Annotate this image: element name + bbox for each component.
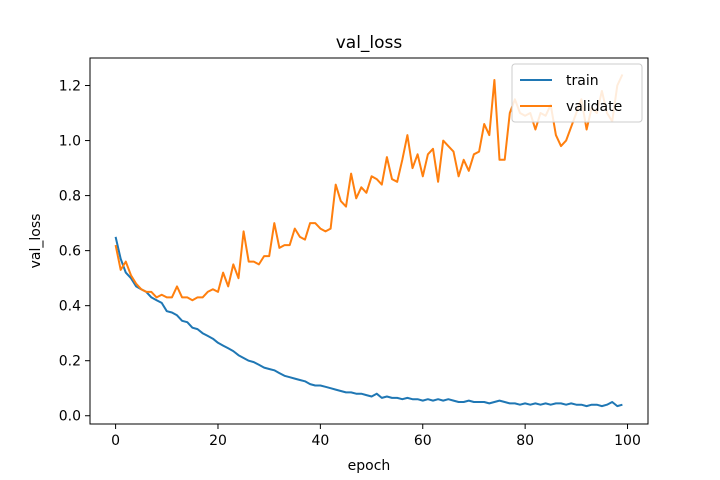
x-tick-label: 20 bbox=[209, 433, 227, 449]
series-line-train bbox=[114, 236, 623, 408]
x-tick-label: 80 bbox=[516, 433, 534, 449]
y-axis: 0.0 0.2 0.4 0.6 0.8 1.0 1.2 bbox=[59, 79, 90, 425]
legend: train validate bbox=[511, 63, 643, 123]
y-tick-label: 0.6 bbox=[59, 244, 81, 260]
y-tick-label: 0.8 bbox=[59, 189, 81, 205]
x-axis: 0 20 40 60 80 100 bbox=[111, 424, 641, 449]
y-tick-label: 0.2 bbox=[59, 354, 81, 370]
chart-title: val_loss bbox=[336, 33, 403, 53]
legend-box bbox=[511, 63, 643, 123]
legend-label-validate: validate bbox=[566, 99, 622, 115]
y-tick-label: 0.4 bbox=[59, 299, 81, 315]
y-tick-label: 1.2 bbox=[59, 79, 81, 95]
x-tick-label: 40 bbox=[311, 433, 329, 449]
legend-label-train: train bbox=[566, 73, 599, 89]
x-tick-label: 100 bbox=[614, 433, 641, 449]
y-tick-label: 0.0 bbox=[59, 409, 81, 425]
plot-lines bbox=[114, 74, 624, 408]
axes-frame bbox=[89, 57, 649, 425]
x-tick-label: 60 bbox=[414, 433, 432, 449]
y-tick-label: 1.0 bbox=[59, 134, 81, 150]
x-tick-label: 0 bbox=[111, 433, 120, 449]
y-axis-label: val_loss bbox=[28, 214, 44, 269]
x-axis-label: epoch bbox=[348, 458, 391, 474]
